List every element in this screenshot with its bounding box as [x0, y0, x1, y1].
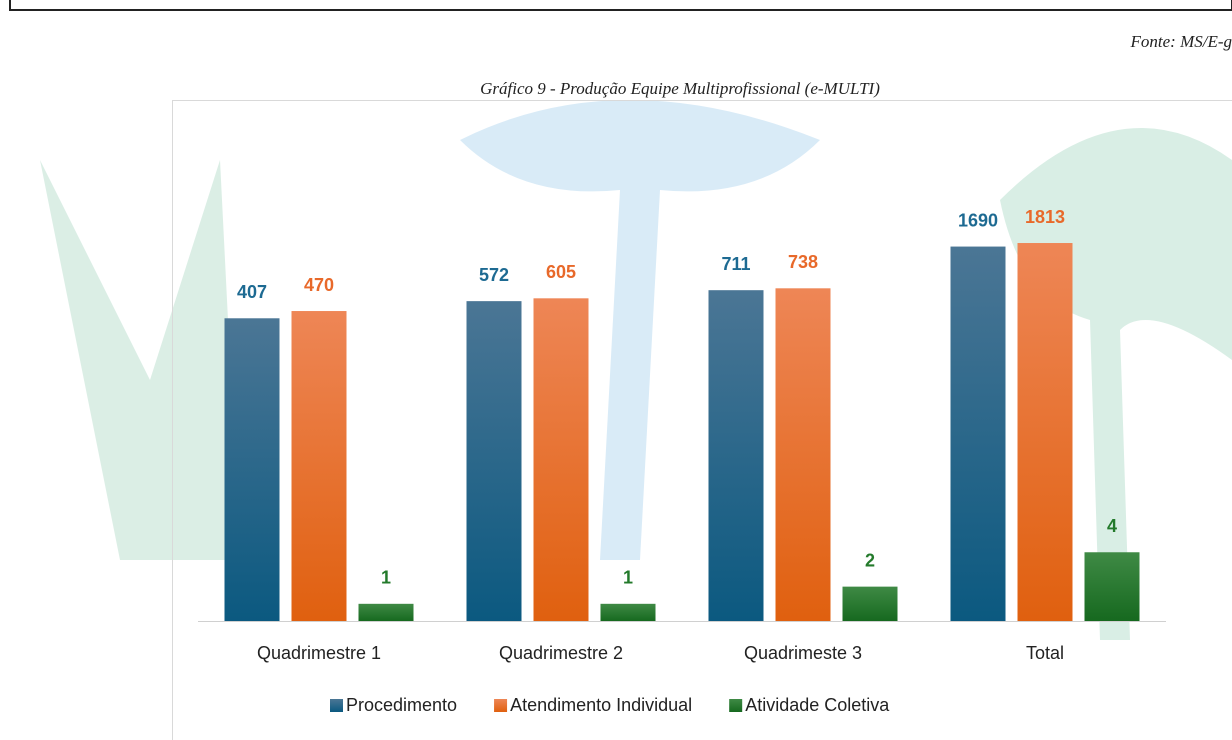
value-label: 2 — [865, 550, 875, 570]
bar — [225, 318, 280, 621]
legend-swatch — [494, 699, 507, 712]
bar — [534, 298, 589, 621]
legend-label: Atendimento Individual — [510, 695, 692, 715]
bar — [1018, 243, 1073, 621]
bar — [467, 301, 522, 621]
chart-title: Gráfico 9 - Produção Equipe Multiprofiss… — [480, 79, 880, 98]
value-label: 1 — [623, 568, 633, 588]
page: Fonte: MS/E-g Gráfico 9 - Produção Equip… — [0, 0, 1232, 740]
x-tick-label: Total — [1026, 643, 1064, 663]
x-tick-label: Quadrimestre 1 — [257, 643, 381, 663]
source-note: Fonte: MS/E-g — [1130, 32, 1232, 51]
bar — [1085, 552, 1140, 621]
legend-swatch — [330, 699, 343, 712]
value-label: 1813 — [1025, 207, 1065, 227]
x-tick-label: Quadrimeste 3 — [744, 643, 862, 663]
value-label: 738 — [788, 252, 818, 272]
value-label: 4 — [1107, 516, 1117, 536]
value-label: 711 — [721, 254, 750, 274]
value-label: 1 — [381, 568, 391, 588]
value-label: 470 — [304, 275, 334, 295]
value-label: 605 — [546, 262, 576, 282]
bar — [776, 288, 831, 621]
bar — [843, 587, 898, 621]
bar — [601, 604, 656, 621]
chart: Fonte: MS/E-g Gráfico 9 - Produção Equip… — [0, 0, 1232, 740]
top-frame — [10, 0, 1232, 10]
x-tick-label: Quadrimestre 2 — [499, 643, 623, 663]
legend-label: Atividade Coletiva — [745, 695, 890, 715]
value-label: 572 — [479, 265, 509, 285]
bar — [292, 311, 347, 621]
bar — [951, 247, 1006, 621]
legend-swatch — [729, 699, 742, 712]
bar — [709, 290, 764, 621]
bar — [359, 604, 414, 621]
legend-label: Procedimento — [346, 695, 457, 715]
value-label: 1690 — [958, 210, 998, 230]
value-label: 407 — [237, 282, 267, 302]
